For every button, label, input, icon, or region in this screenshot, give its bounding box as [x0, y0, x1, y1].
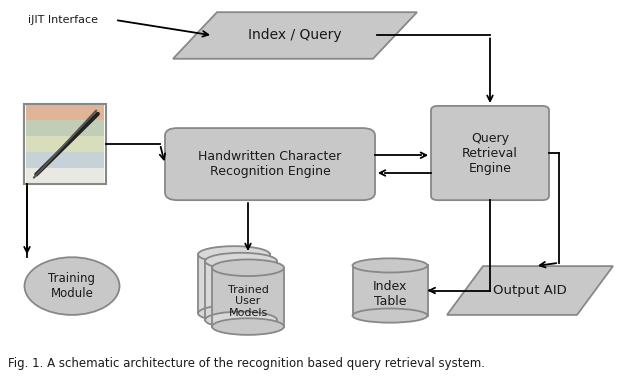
Ellipse shape	[24, 257, 120, 315]
Ellipse shape	[205, 312, 277, 328]
Text: Output AID: Output AID	[493, 284, 567, 297]
Polygon shape	[447, 266, 613, 315]
Polygon shape	[26, 120, 104, 136]
Text: Trained
User
Models: Trained User Models	[228, 285, 268, 318]
Ellipse shape	[353, 258, 428, 273]
Polygon shape	[26, 168, 104, 184]
Text: Training
Module: Training Module	[49, 272, 95, 300]
Polygon shape	[26, 104, 104, 120]
Polygon shape	[353, 265, 428, 316]
FancyBboxPatch shape	[165, 128, 375, 200]
Polygon shape	[26, 136, 104, 152]
Ellipse shape	[353, 308, 428, 323]
Polygon shape	[198, 254, 270, 313]
Ellipse shape	[198, 246, 270, 263]
Text: iJIT Interface: iJIT Interface	[28, 15, 98, 25]
Text: Handwritten Character
Recognition Engine: Handwritten Character Recognition Engine	[198, 150, 342, 178]
FancyBboxPatch shape	[431, 106, 549, 200]
Polygon shape	[173, 12, 417, 59]
Text: Query
Retrieval
Engine: Query Retrieval Engine	[462, 132, 518, 175]
Ellipse shape	[212, 318, 284, 335]
Ellipse shape	[198, 305, 270, 322]
Text: Fig. 1. A schematic architecture of the recognition based query retrieval system: Fig. 1. A schematic architecture of the …	[8, 357, 485, 370]
Text: Index
Table: Index Table	[373, 280, 407, 308]
Polygon shape	[205, 261, 277, 320]
Polygon shape	[26, 152, 104, 168]
Polygon shape	[212, 268, 284, 326]
Ellipse shape	[212, 259, 284, 276]
Text: Index / Query: Index / Query	[248, 29, 342, 43]
Ellipse shape	[205, 253, 277, 270]
